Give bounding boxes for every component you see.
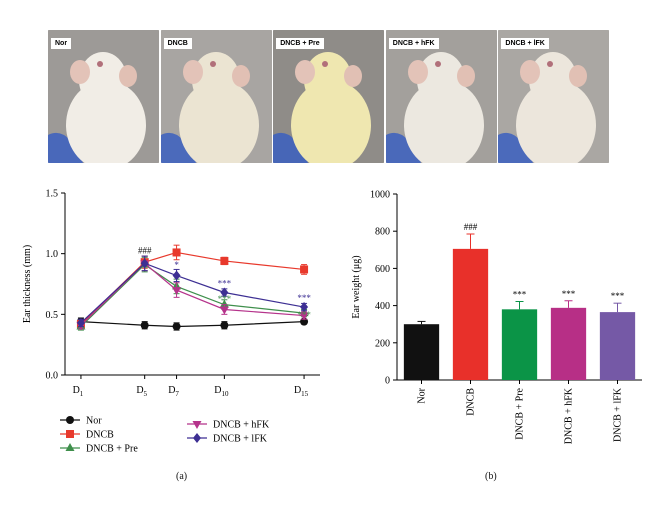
panel-label-b: (b) <box>485 471 497 482</box>
data-point <box>300 265 309 274</box>
legend-entry: Nor <box>86 416 102 427</box>
y-tick-label: 1.0 <box>46 249 59 260</box>
y-axis-label: Ear weight (μg) <box>351 255 362 318</box>
photo-label: DNCB + lFK <box>501 38 549 49</box>
mouse-photo: DNCB + hFK <box>385 30 497 163</box>
data-point <box>172 270 181 281</box>
mouse-photo: DNCB + Pre <box>273 30 385 163</box>
significance-label: ### <box>138 246 152 256</box>
significance-label: *** <box>297 293 311 303</box>
y-tick-label: 600 <box>375 264 390 275</box>
bar <box>452 248 489 380</box>
data-point <box>219 299 229 308</box>
x-tick-label: DNCB <box>466 388 477 416</box>
mouse-photo: Nor <box>48 30 160 163</box>
mouse-photo: DNCB + lFK <box>498 30 610 163</box>
significance-label: *** <box>297 310 311 320</box>
panel-label-a: (a) <box>176 471 188 482</box>
data-point <box>219 306 229 315</box>
x-tick-label: Nor <box>417 387 428 403</box>
data-point <box>172 248 181 257</box>
data-point <box>172 322 181 331</box>
photo-label: DNCB <box>163 38 192 49</box>
legend-marker <box>192 421 202 429</box>
x-tick-label: D7 <box>168 385 179 398</box>
series-line <box>80 263 305 327</box>
x-tick-label: DNCB + Pre <box>515 387 526 439</box>
y-tick-label: 0.0 <box>46 371 59 382</box>
bar <box>501 309 538 380</box>
legend-entry: DNCB + lFK <box>213 434 268 445</box>
legend-marker <box>66 430 74 438</box>
significance-label: ### <box>464 222 478 232</box>
legend-entry: DNCB <box>86 430 114 441</box>
data-point <box>220 256 229 265</box>
data-point <box>140 258 149 269</box>
ear-weight-chart: 0 200 400 600 800 1000 Ear weight (μg) Nor ### DN… <box>351 190 642 444</box>
series-line <box>80 321 305 328</box>
mouse-illustration <box>48 30 160 163</box>
bar <box>599 312 636 380</box>
data-point <box>299 312 309 321</box>
mouse-illustration <box>385 30 497 163</box>
data-point <box>300 302 309 313</box>
legend-marker <box>65 443 75 451</box>
photo-label: DNCB + hFK <box>388 38 439 49</box>
mouse-illustration <box>273 30 385 163</box>
x-tick-label: D15 <box>294 385 309 398</box>
data-point <box>220 321 229 330</box>
bar <box>403 324 440 380</box>
y-tick-label: 0.5 <box>46 310 59 321</box>
y-tick-label: 800 <box>375 227 390 238</box>
y-axis-label: Ear thickness (mm) <box>22 245 33 323</box>
y-tick-label: 400 <box>375 301 390 312</box>
significance-label: *** <box>513 290 527 300</box>
significance-label: *** <box>218 278 232 288</box>
y-tick-label: 1.5 <box>46 189 59 200</box>
significance-label: *** <box>611 291 625 301</box>
x-tick-label: D10 <box>214 385 229 398</box>
x-tick-label: DNCB + hFK <box>564 387 575 444</box>
mouse-illustration <box>160 30 272 163</box>
legend-marker <box>193 433 201 443</box>
bar <box>550 307 587 380</box>
significance-label: *** <box>562 289 576 299</box>
ear-thickness-chart: 0.0 0.5 1.0 1.5 D1 D5 D7 D10 D15 Ear thickness (m… <box>22 189 320 455</box>
photo-label: Nor <box>51 38 72 49</box>
photo-strip: Nor DNCB DNCB + Pre DNCB + hFK DNCB + lFK <box>48 30 611 163</box>
y-tick-label: 200 <box>375 338 390 349</box>
data-point <box>172 287 182 296</box>
significance-label: * <box>174 260 179 270</box>
x-tick-label: D1 <box>73 385 84 398</box>
significance-label: *** <box>218 294 232 304</box>
legend-entry: DNCB + Pre <box>86 444 138 455</box>
x-tick-label: D5 <box>136 385 147 398</box>
data-point <box>76 317 85 328</box>
data-point <box>140 321 149 330</box>
photo-label: DNCB + Pre <box>276 38 324 49</box>
y-tick-label: 0 <box>385 376 390 387</box>
data-point <box>220 287 229 298</box>
mouse-illustration <box>498 30 610 163</box>
legend-marker <box>66 416 74 424</box>
mouse-photo: DNCB <box>160 30 272 163</box>
y-tick-label: 1000 <box>370 190 390 201</box>
x-tick-label: DNCB + lFK <box>613 387 624 442</box>
legend-entry: DNCB + hFK <box>213 420 270 431</box>
